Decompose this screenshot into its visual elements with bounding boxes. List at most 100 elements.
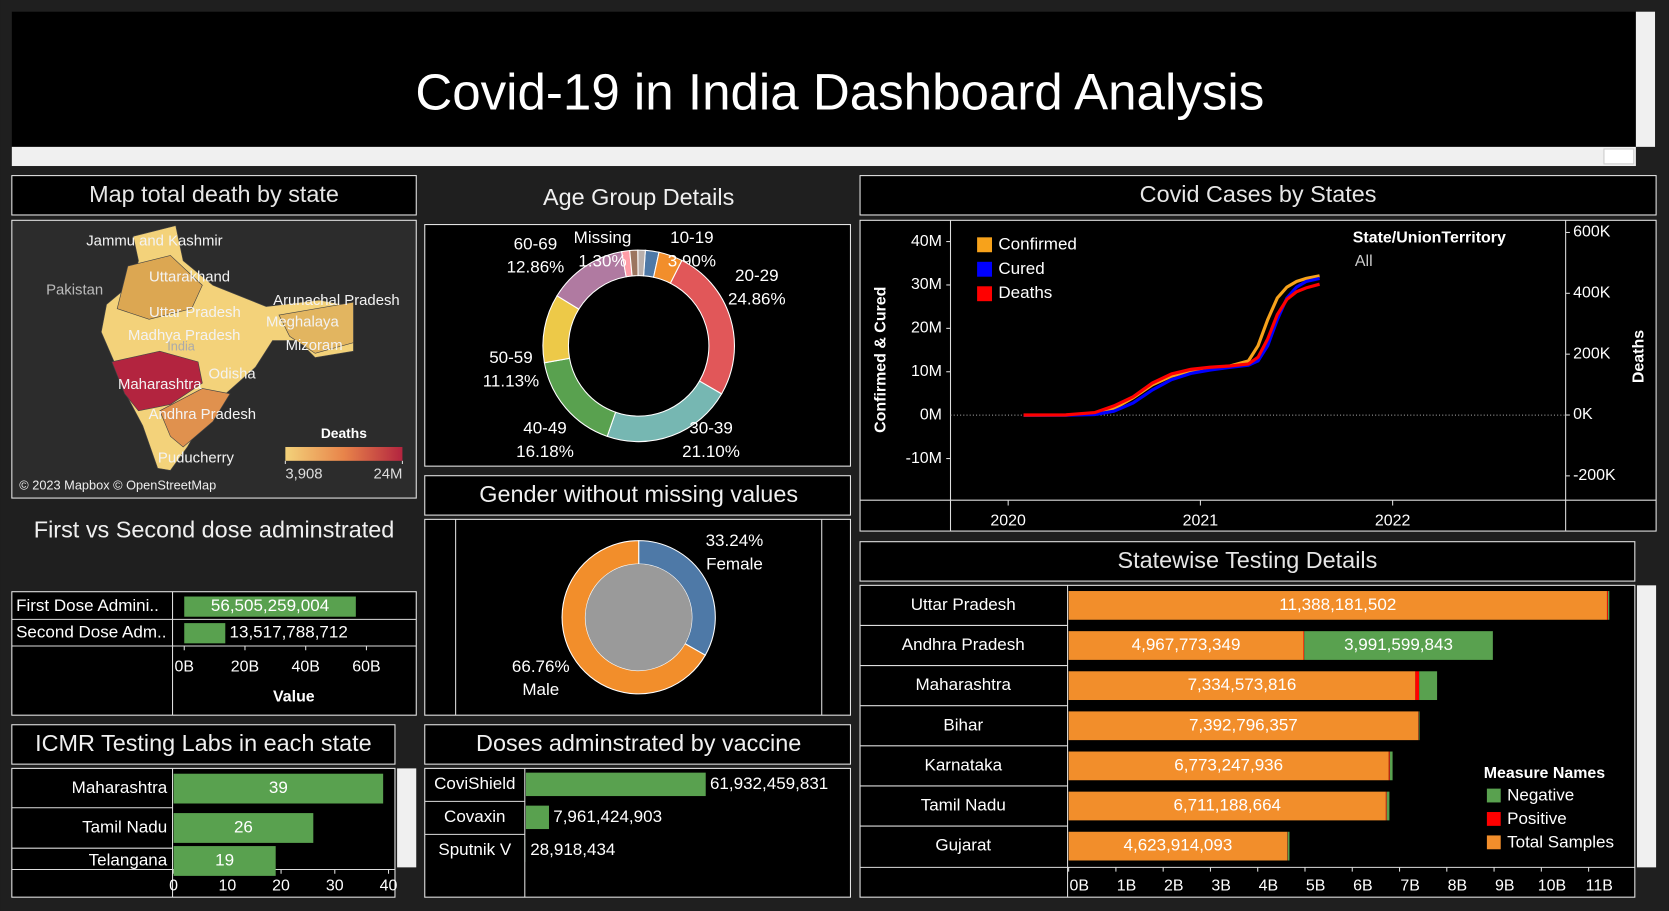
map-region xyxy=(159,388,231,448)
map-place: Maharashtra xyxy=(118,377,202,393)
panel xyxy=(424,475,851,516)
value-label: 61,932,459,831 xyxy=(710,774,828,793)
x-tick-label: 0 xyxy=(169,878,178,895)
x-tick-label: 11B xyxy=(1586,878,1613,895)
bar-segment xyxy=(1418,711,1420,741)
y-tick-label: -10M xyxy=(906,450,942,467)
x-tick-label: 3B xyxy=(1211,878,1231,895)
value-label: 11,388,181,502 xyxy=(1279,595,1396,614)
x-tick-label: 60B xyxy=(352,659,380,676)
bar xyxy=(173,813,314,843)
scroll-thumb[interactable] xyxy=(1603,148,1635,165)
colorbar-label: 24M xyxy=(373,467,402,483)
category-label: Andhra Pradesh xyxy=(902,635,1025,654)
map-place: Odisha xyxy=(209,367,257,383)
value-label: 13,517,788,712 xyxy=(230,623,348,642)
scrollbar[interactable] xyxy=(1635,11,1656,147)
y-tick-label: 20M xyxy=(911,320,942,337)
legend-bg xyxy=(1479,759,1629,860)
map-place: Meghalaya xyxy=(266,314,339,330)
slice-value: 16.18% xyxy=(516,442,574,461)
x-tick-label: 20B xyxy=(231,659,259,676)
bar-segment xyxy=(1303,631,1305,660)
bar-segment xyxy=(1068,591,1607,620)
x-tick-label: 5B xyxy=(1306,878,1326,895)
x-tick-label: 0B xyxy=(174,659,194,676)
x-tick-label: 1B xyxy=(1117,878,1137,895)
slice-label: 50-59 xyxy=(489,348,533,367)
line-series xyxy=(1023,282,1321,417)
category-label: Uttar Pradesh xyxy=(911,595,1016,614)
value-label: 7,392,796,357 xyxy=(1189,715,1298,734)
map-place: India xyxy=(167,338,196,353)
bar-segment xyxy=(1419,671,1438,701)
bar-segment xyxy=(1388,751,1390,781)
y-axis-title: Confirmed & Cured xyxy=(873,287,890,433)
attribution: © 2023 Mapbox © OpenStreetMap xyxy=(19,478,216,493)
legend-swatch xyxy=(1486,788,1501,803)
x-tick-label: 40B xyxy=(292,659,320,676)
pie-slice xyxy=(637,249,646,277)
category-label: Tamil Nadu xyxy=(82,817,167,836)
axis-title: Value xyxy=(273,688,315,705)
map-region xyxy=(111,350,203,412)
legend-swatch xyxy=(977,261,993,277)
y2-tick-label: 0K xyxy=(1573,406,1593,423)
pie-hole xyxy=(585,564,692,671)
y2-tick-label: 400K xyxy=(1573,285,1611,302)
x-tick-label: 9B xyxy=(1495,878,1515,895)
x-tick-label: 0B xyxy=(1070,878,1090,895)
map-region xyxy=(278,301,354,354)
legend-label: Confirmed xyxy=(998,234,1077,253)
map-place: Puducherry xyxy=(158,451,235,467)
category-label: Gujarat xyxy=(935,836,991,855)
bar xyxy=(173,846,276,876)
value-label: 4,623,914,093 xyxy=(1124,836,1233,855)
value-label: 6,773,247,936 xyxy=(1174,755,1283,774)
slice-label: 30-39 xyxy=(689,418,733,437)
slice-label: 10-19 xyxy=(670,228,714,247)
value-label: 7,334,573,816 xyxy=(1188,675,1297,694)
value-label: 39 xyxy=(269,778,288,797)
x-tick-label: 2021 xyxy=(1183,513,1219,530)
colorbar-label: 3,908 xyxy=(285,467,322,483)
y-tick-label: 40M xyxy=(911,233,942,250)
y-tick-label: 0M xyxy=(920,406,942,423)
chart-title: Doses adminstrated by vaccine xyxy=(476,730,801,756)
y2-axis-title: Deaths xyxy=(1630,330,1647,383)
legend-label: Deaths xyxy=(998,283,1052,302)
chart-title: Gender without missing values xyxy=(479,481,798,507)
bar-segment xyxy=(1415,671,1420,701)
legend-label: Total Samples xyxy=(1507,832,1614,851)
bar-segment xyxy=(1068,711,1419,741)
scrollbar[interactable] xyxy=(11,146,1636,167)
header xyxy=(11,11,1636,147)
bar-segment xyxy=(1385,791,1387,821)
bar xyxy=(525,805,549,830)
panel xyxy=(11,724,396,765)
value-label: 26 xyxy=(234,817,253,836)
y2-tick-label: 200K xyxy=(1573,345,1611,362)
slice-label: 40-49 xyxy=(523,418,567,437)
scrollbar[interactable] xyxy=(1636,585,1657,868)
bar-segment xyxy=(1068,631,1304,660)
slice-label: 20-29 xyxy=(735,266,779,285)
map-place: Madhya Pradesh xyxy=(128,328,240,344)
slice-value: 66.76% xyxy=(512,657,570,676)
dashboard-title: Covid-19 in India Dashboard Analysis xyxy=(415,63,1264,120)
chart-title: Covid Cases by States xyxy=(1140,181,1377,207)
scrollbar[interactable] xyxy=(397,768,417,868)
value-label: 4,967,773,349 xyxy=(1132,635,1241,654)
legend-swatch xyxy=(1486,812,1501,826)
bar-segment xyxy=(1606,591,1608,620)
x-tick-label: 4B xyxy=(1259,878,1279,895)
slice-value: 12.86% xyxy=(507,258,565,277)
x-tick-label: 8B xyxy=(1448,878,1468,895)
y2-tick-label: 600K xyxy=(1573,224,1611,241)
value-label: 19 xyxy=(215,850,234,869)
filter-value[interactable]: All xyxy=(1355,253,1373,270)
map-place: Andhra Pradesh xyxy=(149,407,257,423)
slice-value: 33.24% xyxy=(706,531,764,550)
